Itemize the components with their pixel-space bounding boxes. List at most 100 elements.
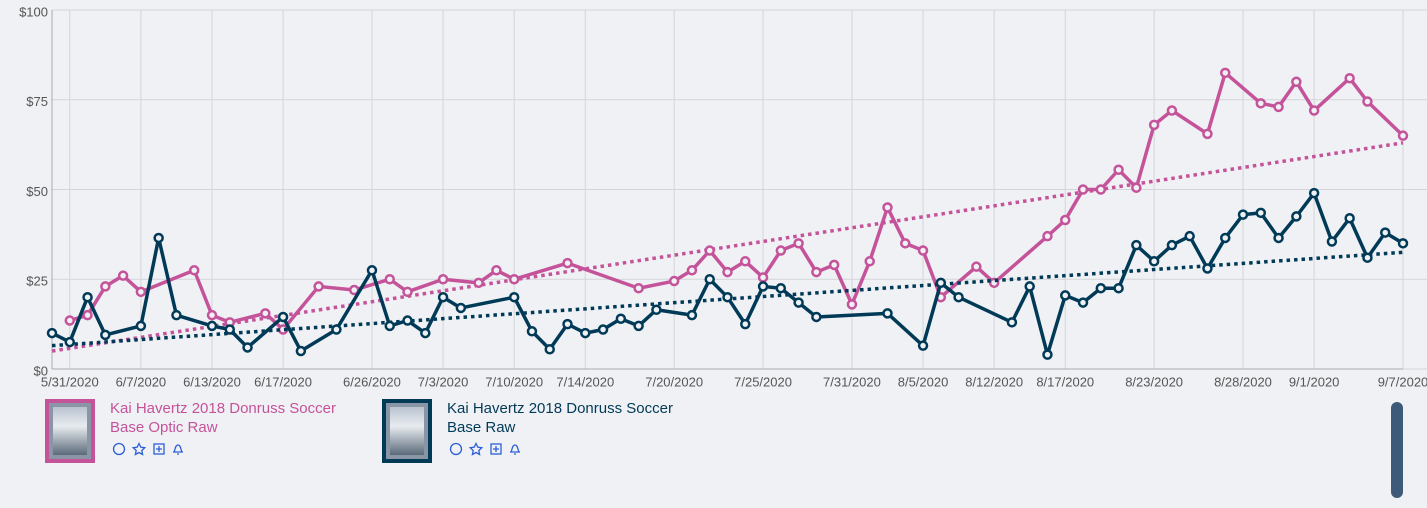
point	[100, 281, 111, 292]
point	[917, 245, 929, 256]
point	[1113, 282, 1124, 294]
point	[117, 270, 129, 281]
point	[864, 256, 875, 267]
point	[1024, 281, 1035, 292]
point	[562, 318, 573, 330]
line-segment	[174, 313, 214, 328]
point	[1326, 236, 1338, 247]
point	[597, 324, 609, 335]
point	[1397, 238, 1409, 249]
legend-entry[interactable]: Kai Havertz 2018 Donruss Soccer Base Opt…	[110, 400, 336, 436]
line-segment	[814, 311, 890, 319]
point	[633, 282, 644, 294]
line-segment	[743, 284, 765, 326]
point	[277, 311, 289, 323]
line-segment	[405, 277, 445, 294]
x-tick-label: 7/25/2020	[734, 374, 792, 389]
line-segment	[850, 259, 872, 307]
line-segment	[370, 268, 392, 328]
line-segment	[1170, 108, 1210, 136]
point	[64, 315, 76, 326]
point	[384, 274, 395, 285]
point	[935, 277, 947, 289]
line-segment	[334, 268, 374, 332]
point	[1095, 184, 1107, 195]
line-segment	[1205, 71, 1227, 136]
line-segment	[103, 324, 143, 337]
scrollbar[interactable]	[1391, 402, 1403, 498]
point	[1184, 230, 1195, 242]
point	[757, 281, 769, 292]
point	[331, 324, 342, 335]
line-segment	[441, 277, 481, 285]
point	[740, 318, 751, 330]
point	[46, 327, 58, 339]
line-segment	[1205, 236, 1227, 271]
x-tick-label: 7/31/2020	[823, 374, 881, 389]
line-segment	[1027, 284, 1050, 357]
point	[686, 309, 698, 321]
point	[722, 291, 733, 303]
point	[1273, 232, 1284, 244]
point	[1166, 239, 1178, 251]
line-segment	[636, 279, 676, 290]
card-thumbnail[interactable]	[382, 399, 432, 463]
y-tick-label: $50	[26, 184, 48, 199]
x-tick-label: 8/12/2020	[965, 374, 1023, 389]
point	[775, 282, 787, 294]
point	[1219, 232, 1231, 244]
line-segment	[1294, 80, 1316, 113]
point	[1308, 187, 1320, 199]
point	[544, 344, 555, 355]
x-tick-label: 7/3/2020	[418, 374, 469, 389]
point	[1291, 76, 1302, 88]
action-icons[interactable]	[112, 441, 192, 457]
legend-entry[interactable]: Kai Havertz 2018 Donruss Soccer Base Raw	[447, 400, 673, 436]
trendline	[51, 141, 1404, 353]
point	[206, 320, 218, 332]
line-segment	[725, 295, 748, 326]
line-segment	[885, 311, 925, 348]
line-segment	[1063, 187, 1085, 222]
point	[882, 202, 893, 213]
point	[633, 320, 644, 332]
point	[615, 313, 627, 324]
point	[811, 266, 822, 278]
line-segment	[156, 236, 179, 317]
line-segment	[281, 284, 321, 332]
point	[295, 345, 307, 357]
point	[1255, 98, 1267, 109]
line-segment	[796, 241, 819, 274]
point	[1095, 282, 1107, 294]
x-tick-label: 7/20/2020	[645, 374, 703, 389]
point	[846, 299, 858, 310]
point	[82, 309, 93, 321]
point	[206, 309, 218, 321]
point	[473, 277, 484, 289]
point	[1077, 184, 1089, 195]
x-tick-label: 7/10/2020	[485, 374, 543, 389]
line-segment	[565, 261, 641, 290]
point	[1308, 105, 1320, 116]
action-icons[interactable]	[449, 441, 529, 457]
y-tick-label: $25	[26, 274, 48, 289]
line-segment	[1045, 293, 1067, 357]
line-segment	[281, 315, 303, 353]
chart: $0 $25 $50 $75 $100 5/31/2020 6/7/2020 6/13/202…	[19, 4, 1427, 389]
line-segment	[1365, 99, 1405, 138]
point	[668, 275, 680, 287]
line-segment	[832, 263, 854, 307]
point	[135, 286, 147, 298]
point	[900, 238, 911, 249]
card-thumbnail[interactable]	[45, 399, 95, 463]
y-tick-label: $0	[34, 363, 48, 378]
line-segment	[459, 295, 516, 310]
line-segment	[1312, 191, 1334, 244]
point	[757, 272, 769, 283]
point	[1379, 227, 1391, 238]
point	[1148, 256, 1160, 267]
x-tick-label: 7/14/2020	[556, 374, 614, 389]
point	[366, 265, 378, 276]
line-segment	[68, 295, 90, 344]
point	[171, 309, 182, 321]
